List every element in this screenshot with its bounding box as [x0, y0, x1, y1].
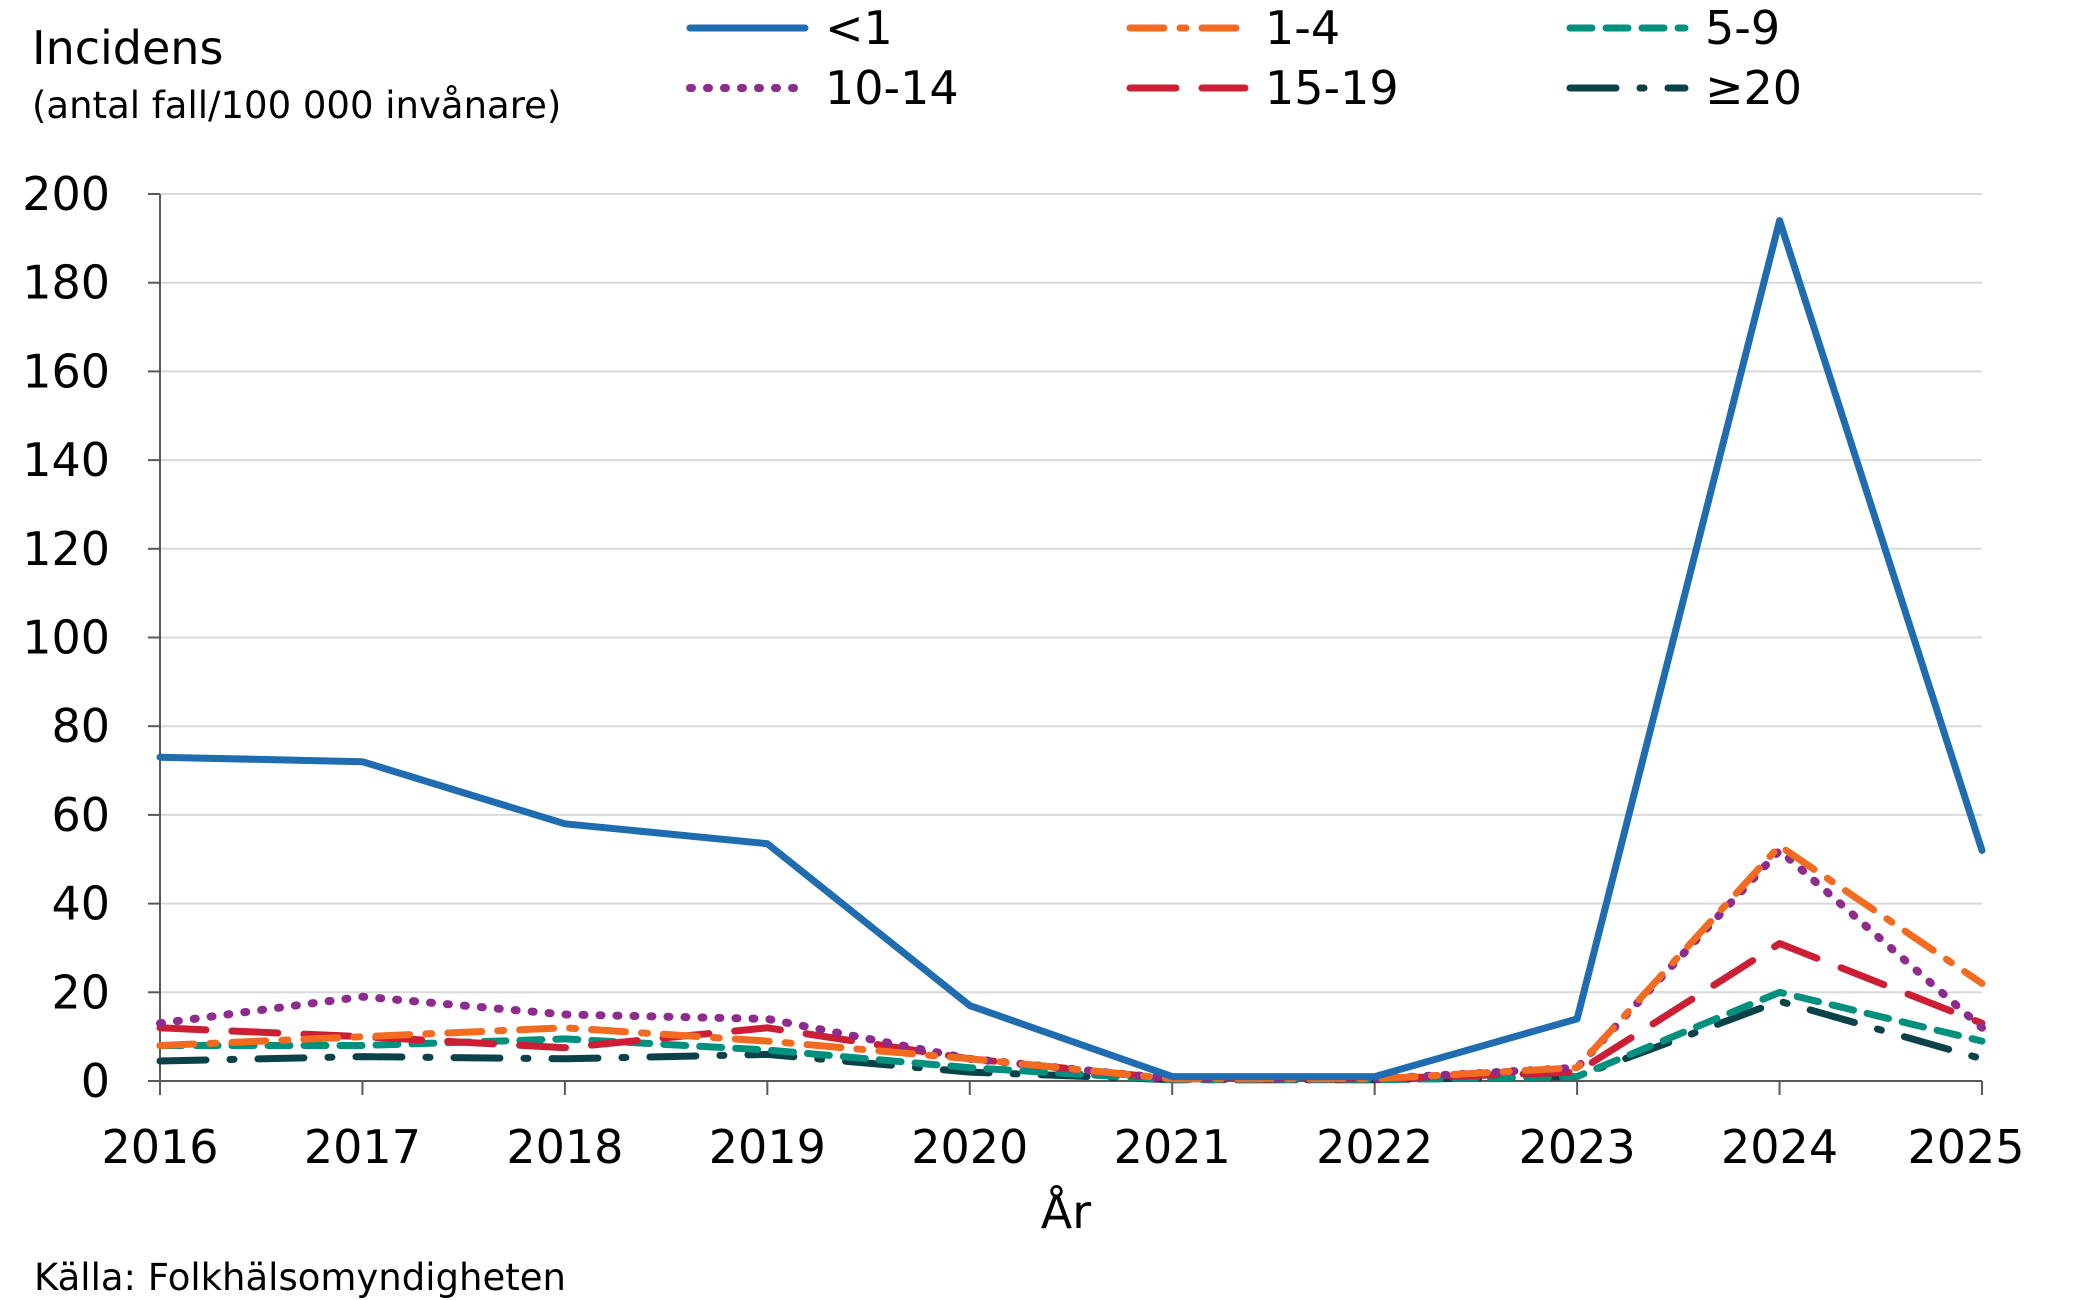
axes	[148, 193, 1983, 1095]
legend-item-3: 10-14	[686, 61, 959, 115]
legend-label: 1-4	[1265, 1, 1340, 55]
y-tick-label: 40	[51, 877, 110, 931]
series-line-1	[156, 842, 1986, 1083]
y-tick-label: 160	[22, 344, 110, 398]
y-axis-title: Incidens	[32, 21, 223, 75]
legend-label: <1	[825, 1, 893, 55]
legend-label: 5-9	[1705, 1, 1780, 55]
x-tick-labels: 2016 2017 2018 2019 2020 2021 2022 2023 2024 2025	[101, 1120, 2024, 1174]
x-tick-label: 2022	[1316, 1120, 1433, 1174]
legend-item-5: ≥20	[1566, 61, 1802, 115]
y-tick-label: 80	[51, 699, 110, 753]
legend-item-1: 1-4	[1126, 1, 1340, 55]
legend-item-2: 5-9	[1566, 1, 1780, 55]
legend: <1 1-4 5-9 10-14 15-19 ≥20	[686, 1, 1802, 115]
x-axis-title: År	[1041, 1185, 1091, 1239]
x-tick-label: 2021	[1114, 1120, 1231, 1174]
y-tick-label: 180	[22, 256, 110, 310]
x-tick-label: 2023	[1519, 1120, 1636, 1174]
series-line-0	[156, 217, 1986, 1081]
x-tick-label: 2025	[1907, 1120, 2024, 1174]
y-tick-label: 60	[51, 788, 110, 842]
y-tick-label: 0	[81, 1054, 110, 1108]
y-tick-label: 140	[22, 433, 110, 487]
x-tick-label: 2017	[304, 1120, 421, 1174]
y-tick-label: 100	[22, 611, 110, 665]
y-tick-label: 200	[22, 167, 110, 221]
x-tick-label: 2019	[709, 1120, 826, 1174]
x-tick-label: 2024	[1721, 1120, 1838, 1174]
legend-item-0: <1	[686, 1, 893, 55]
legend-label: 15-19	[1265, 61, 1399, 115]
x-tick-label: 2016	[101, 1120, 218, 1174]
legend-label: 10-14	[825, 61, 959, 115]
series-lines	[156, 217, 1986, 1084]
y-tick-label: 120	[22, 522, 110, 576]
series-line-4	[156, 940, 1986, 1083]
y-tick-labels: 0 20 40 60 80 100 120 140 160 180 200	[22, 167, 110, 1108]
legend-item-4: 15-19	[1126, 61, 1399, 115]
y-axis-subtitle: (antal fall/100 000 invånare)	[32, 84, 561, 127]
x-tick-label: 2020	[911, 1120, 1028, 1174]
source-note: Källa: Folkhälsomyndigheten	[34, 1256, 566, 1299]
legend-label: ≥20	[1705, 61, 1802, 115]
gridlines	[160, 193, 1982, 994]
x-tick-label: 2018	[506, 1120, 623, 1174]
y-tick-label: 20	[51, 965, 110, 1019]
